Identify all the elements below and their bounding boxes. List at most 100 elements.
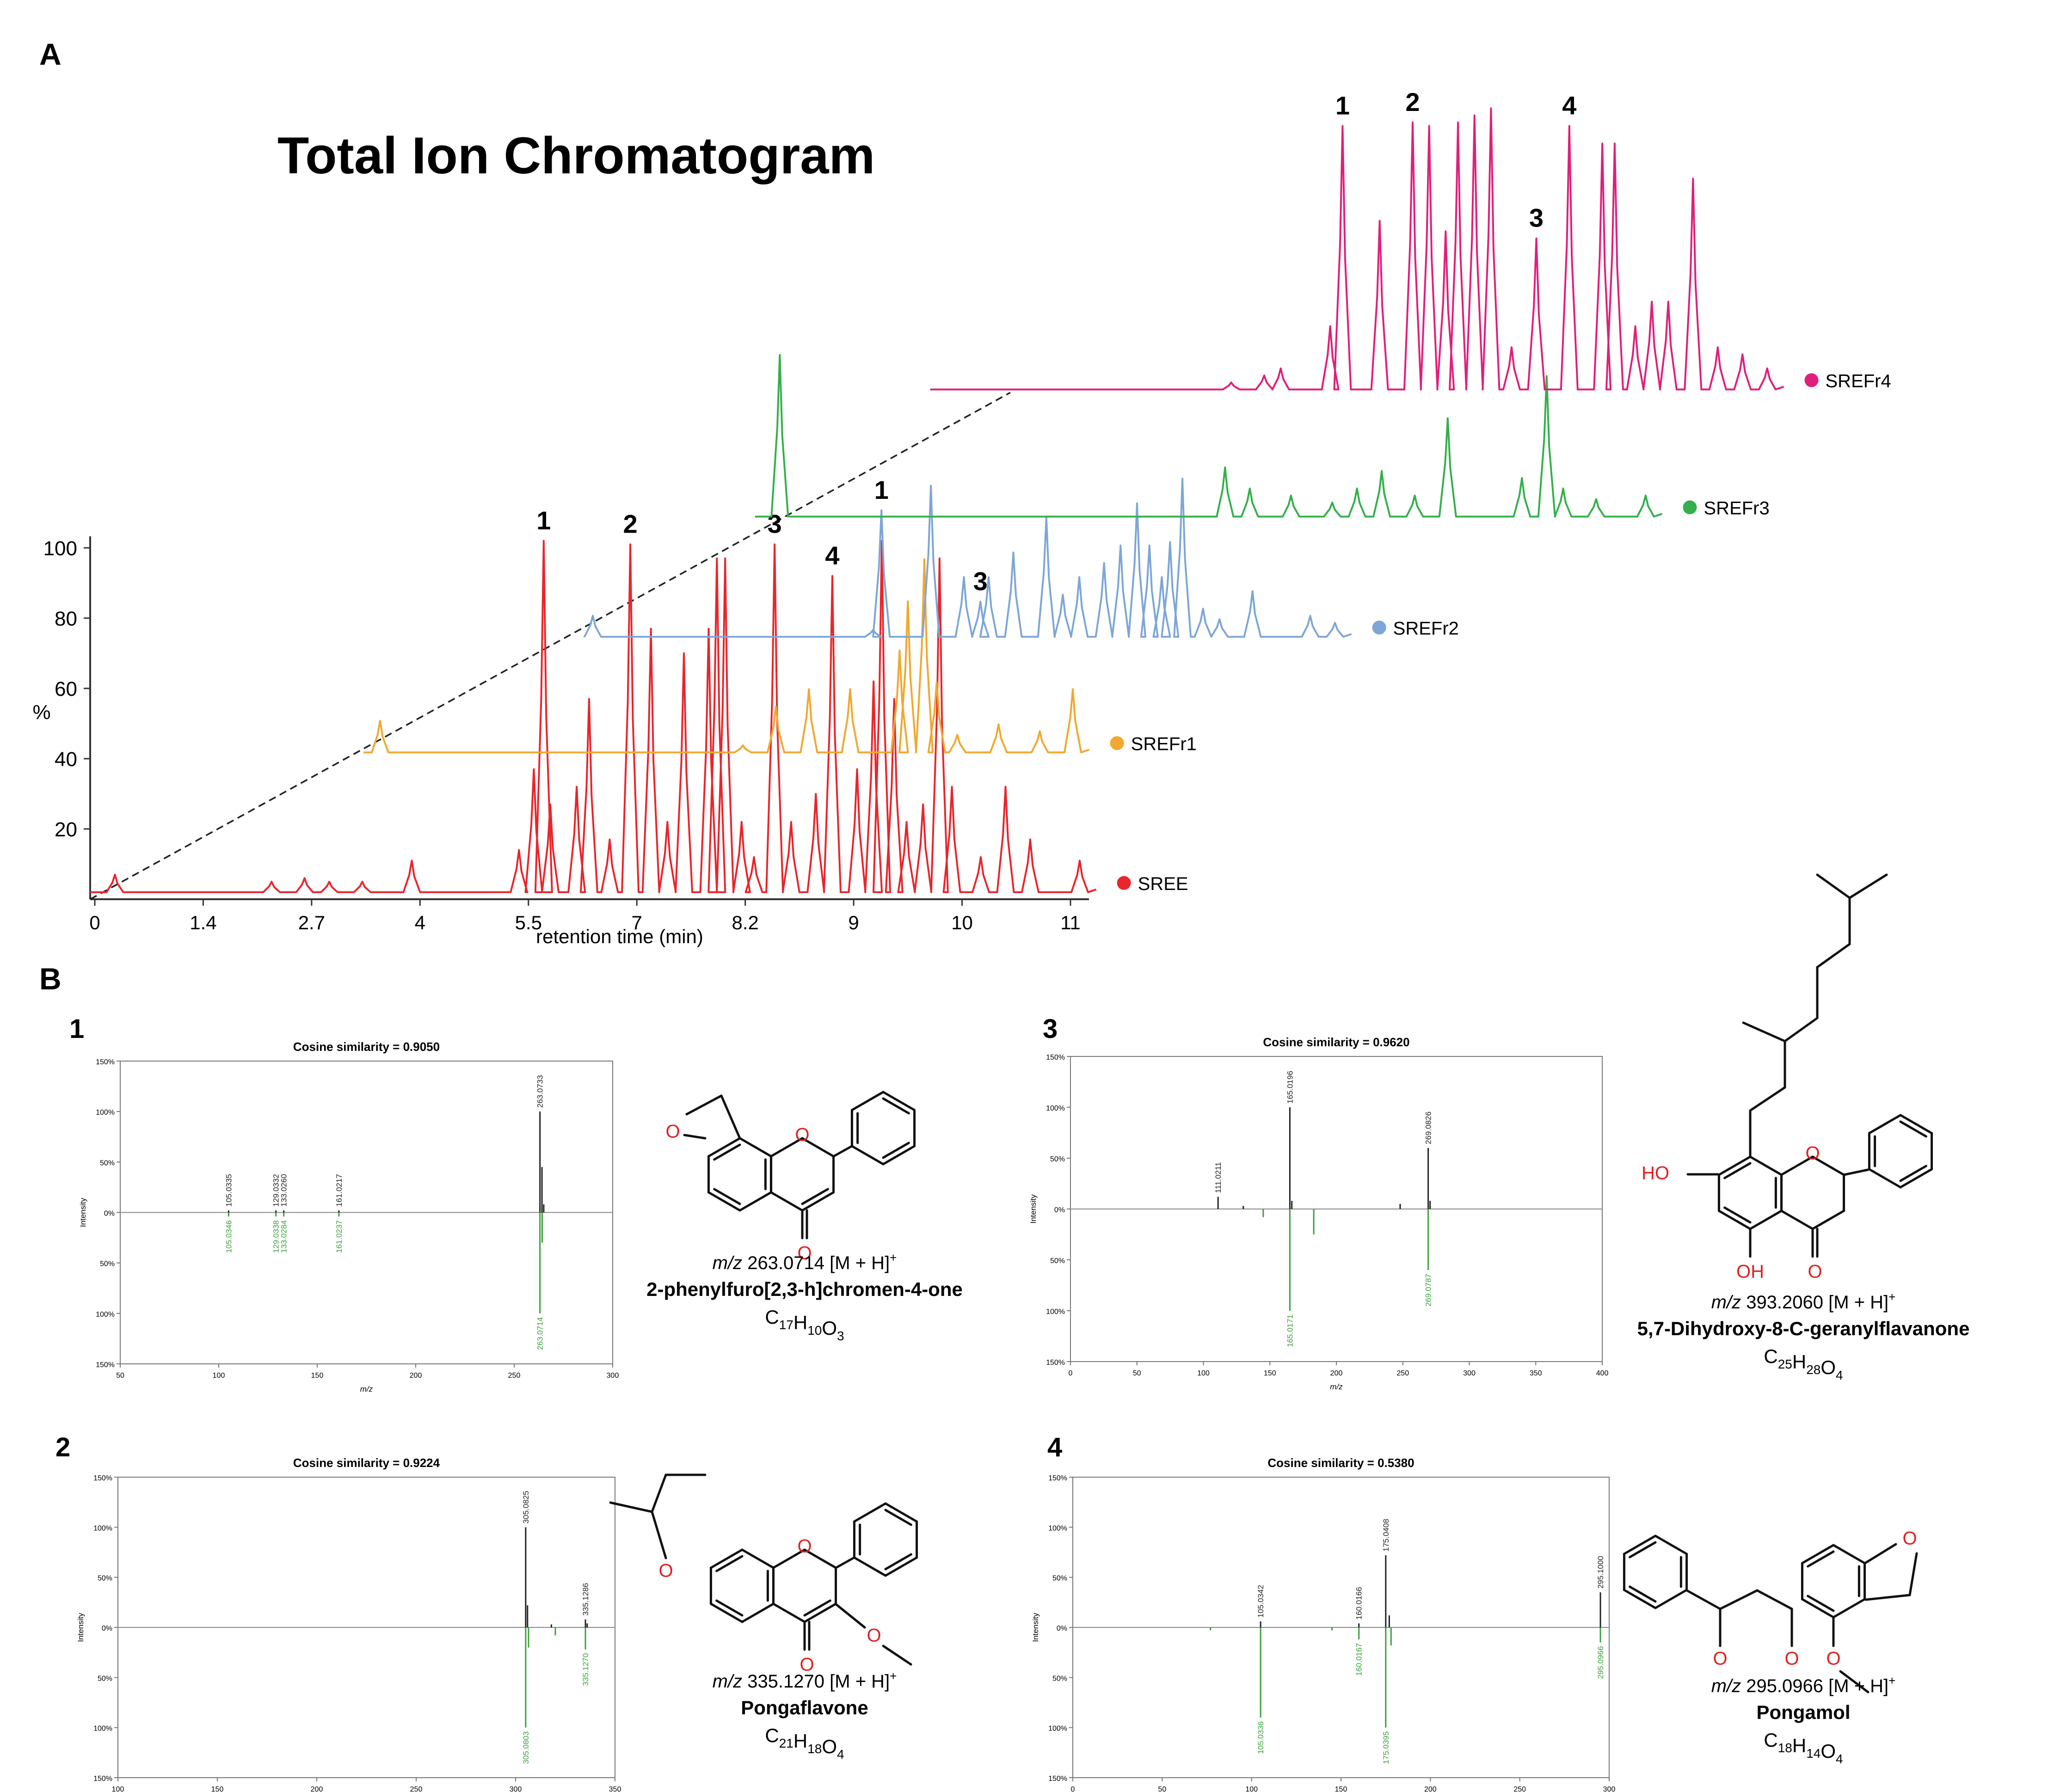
formula-element: O bbox=[822, 1736, 837, 1757]
atom-label: OH bbox=[1736, 1262, 1764, 1282]
y-tick-label: 150% bbox=[93, 1474, 112, 1482]
atom-label: O bbox=[658, 1561, 673, 1581]
compound-name: 5,7-Dihydroxy-8-C-geranylflavanone bbox=[1637, 1318, 1970, 1339]
series-line-srefr4 bbox=[930, 107, 1784, 391]
bond bbox=[853, 1502, 887, 1523]
bond bbox=[832, 1145, 853, 1158]
chart-title: Total Ion Chromatogram bbox=[277, 127, 875, 184]
bond bbox=[713, 1143, 741, 1161]
bond bbox=[683, 1134, 707, 1140]
y-tick-label: 100% bbox=[93, 1725, 112, 1733]
legend-label-srefr3: SREFr3 bbox=[1704, 498, 1770, 518]
y-tick-label: 100% bbox=[96, 1109, 115, 1117]
bond bbox=[772, 1548, 806, 1569]
bond bbox=[715, 1599, 744, 1617]
bond bbox=[853, 1556, 887, 1577]
precursor-mz: m/z 263.0714 [M + H]+ bbox=[713, 1251, 897, 1273]
bond bbox=[1784, 1017, 1819, 1043]
molecular-formula: C21H18O4 bbox=[765, 1724, 844, 1761]
bond bbox=[720, 1094, 741, 1140]
bond bbox=[803, 1602, 837, 1623]
bond bbox=[1654, 1534, 1688, 1555]
bond bbox=[1864, 1594, 1911, 1601]
bond bbox=[884, 1553, 912, 1571]
y-tick-label: 0% bbox=[1054, 1206, 1065, 1214]
mz-italic: m/z bbox=[713, 1671, 742, 1692]
bond bbox=[1801, 1544, 1835, 1565]
y-tick-label: 50% bbox=[100, 1260, 115, 1268]
exp-peak-label: 305.0825 bbox=[522, 1491, 530, 1523]
bond bbox=[1623, 1534, 1657, 1555]
x-tick-label: 400 bbox=[1596, 1369, 1609, 1377]
x-tick-label: 350 bbox=[609, 1786, 621, 1792]
bond bbox=[1723, 1206, 1752, 1224]
peak-label: 4 bbox=[1562, 91, 1576, 120]
y-tick-label: 100% bbox=[1046, 1105, 1065, 1112]
x-tick-label: 10 bbox=[951, 912, 973, 933]
mz-value: 335.1270 [M + H] bbox=[742, 1671, 890, 1692]
cosine-similarity: Cosine similarity = 0.5380 bbox=[1267, 1456, 1414, 1470]
exp-peak-label: 129.0332 bbox=[272, 1174, 281, 1207]
x-tick-label: 9 bbox=[848, 912, 859, 933]
formula-subscript: 4 bbox=[1836, 1752, 1843, 1766]
y-tick-label: 100% bbox=[1046, 1308, 1065, 1316]
x-tick-label: 150 bbox=[1335, 1786, 1347, 1792]
legend-dot-srefr4 bbox=[1804, 373, 1819, 387]
ion-charge: + bbox=[1888, 1290, 1895, 1304]
spectrum-1: 1 Cosine similarity = 0.9050 150% 100% 50% 0%… bbox=[69, 1014, 619, 1393]
x-tick-label: 200 bbox=[311, 1786, 323, 1792]
lib-peak-label: 335.1270 bbox=[581, 1653, 590, 1686]
x-tick-label: 7 bbox=[632, 912, 642, 933]
bond bbox=[1807, 1595, 1835, 1612]
bond bbox=[884, 1509, 912, 1526]
bond bbox=[801, 1137, 835, 1158]
molecular-formula: C25H28O4 bbox=[1764, 1345, 1843, 1382]
bond bbox=[1811, 1155, 1845, 1176]
bond bbox=[741, 1548, 775, 1569]
ion-charge: + bbox=[890, 1669, 897, 1683]
y-tick-label: 100% bbox=[93, 1524, 112, 1532]
formula-element: O bbox=[1820, 1740, 1836, 1762]
x-tick-label: 8.2 bbox=[732, 912, 758, 933]
y-tick-label: 150% bbox=[1048, 1474, 1067, 1482]
y-tick-label: 150% bbox=[1046, 1054, 1065, 1062]
mz-value: 393.2060 [M + H] bbox=[1741, 1292, 1888, 1313]
y-tick-label: 150% bbox=[1046, 1359, 1065, 1367]
legend-dot-srefr1 bbox=[1110, 736, 1124, 750]
x-tick-label: 1.4 bbox=[190, 912, 216, 933]
x-tick-label: 250 bbox=[1513, 1786, 1526, 1792]
x-tick-label: 300 bbox=[1463, 1369, 1476, 1377]
y-tick-label: 60 bbox=[55, 678, 77, 700]
compound-caption-3: m/z 393.2060 [M + H]+5,7-Dihydroxy-8-C-g… bbox=[1637, 1290, 1970, 1382]
y-tick-label: 50% bbox=[1052, 1675, 1067, 1682]
x-tick-label: 100 bbox=[1245, 1786, 1258, 1792]
molecular-formula: C17H10O3 bbox=[765, 1306, 844, 1343]
compound-name: Pongaflavone bbox=[741, 1697, 868, 1718]
formula-subscript: 21 bbox=[779, 1736, 793, 1750]
x-tick-label: 250 bbox=[1396, 1369, 1409, 1377]
compound-name: 2-phenylfuro[2,3-h]chromen-4-one bbox=[646, 1278, 963, 1300]
y-tick-label: 150% bbox=[93, 1775, 112, 1783]
peak-label: 2 bbox=[1405, 87, 1420, 117]
formula-subscript: 3 bbox=[837, 1329, 844, 1343]
x-tick-label: 100 bbox=[213, 1372, 225, 1380]
x-tick-label: 50 bbox=[116, 1372, 124, 1380]
formula-element: H bbox=[1792, 1351, 1806, 1373]
atom-label: O bbox=[1784, 1649, 1799, 1669]
atom-label: O bbox=[800, 1655, 814, 1675]
x-tick-label: 50 bbox=[1158, 1786, 1166, 1792]
peak-label: 3 bbox=[973, 566, 988, 595]
bond bbox=[1807, 1550, 1835, 1568]
bond bbox=[707, 1137, 741, 1158]
formula-element: O bbox=[1820, 1356, 1836, 1378]
atom-label: O bbox=[1713, 1649, 1727, 1669]
peak-label: 1 bbox=[536, 506, 551, 535]
y-tick-label: 50% bbox=[1052, 1575, 1067, 1583]
structure-2: O O O O bbox=[609, 1473, 918, 1675]
formula-element: O bbox=[822, 1317, 837, 1339]
bond bbox=[1832, 1598, 1866, 1619]
bond bbox=[1719, 1589, 1759, 1610]
exp-peak-label: 335.1286 bbox=[581, 1583, 590, 1616]
y-tick-label: 150% bbox=[96, 1361, 115, 1369]
mz-value: 295.0966 [M + H] bbox=[1741, 1676, 1888, 1696]
